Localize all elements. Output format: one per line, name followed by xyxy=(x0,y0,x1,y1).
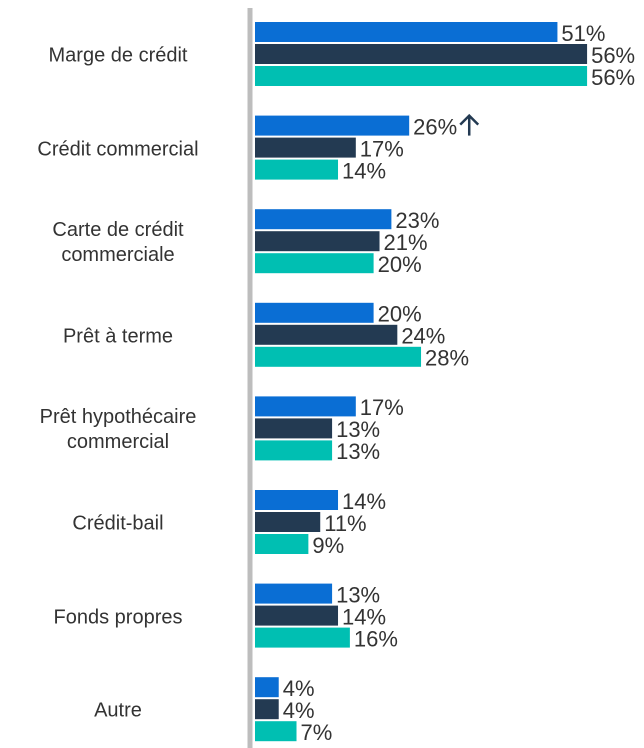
category-label: Fonds propres xyxy=(53,606,183,629)
value-label: 13% xyxy=(336,439,380,464)
bar xyxy=(255,66,588,86)
category-label: Marge de crédit xyxy=(48,44,188,67)
up-arrow xyxy=(459,113,480,136)
bar xyxy=(255,396,356,417)
value-label: 9% xyxy=(312,533,344,558)
value-label: 4% xyxy=(283,698,315,723)
value-label: 4% xyxy=(283,676,315,701)
value-label: 26% xyxy=(413,114,457,139)
value-label: 14% xyxy=(342,158,386,183)
value-label: 56% xyxy=(591,65,635,90)
bar xyxy=(255,677,279,698)
bar xyxy=(255,490,339,510)
value-label: 56% xyxy=(591,43,635,68)
value-label: 7% xyxy=(301,720,333,745)
bar xyxy=(255,418,333,439)
bar xyxy=(255,721,297,742)
value-label: 23% xyxy=(395,208,439,233)
value-label: 20% xyxy=(378,302,422,327)
category-label: Autre xyxy=(94,699,142,722)
value-label: 14% xyxy=(342,489,386,514)
category-label: Carte de crédit commerciale xyxy=(52,219,184,267)
category-label: Crédit commercial xyxy=(37,138,199,161)
value-label: 28% xyxy=(425,346,469,371)
value-label: 11% xyxy=(324,511,366,536)
bar xyxy=(255,605,339,626)
value-label: 14% xyxy=(342,604,386,629)
value-label: 20% xyxy=(378,252,422,277)
bar xyxy=(255,159,339,180)
value-label: 17% xyxy=(360,136,404,161)
category-label: Prêt à terme xyxy=(62,325,174,348)
bar xyxy=(255,699,279,720)
category-label: Crédit-bail xyxy=(72,512,164,535)
value-label: 24% xyxy=(401,324,445,349)
bar xyxy=(255,346,422,367)
category-label: Prêt hypothécaire commercial xyxy=(39,406,197,454)
bar xyxy=(255,534,309,554)
value-label: 21% xyxy=(384,230,428,255)
bar xyxy=(255,44,588,64)
bar xyxy=(255,627,350,648)
value-label: 51% xyxy=(561,21,605,46)
bar xyxy=(255,302,374,323)
value-label: 13% xyxy=(336,582,380,607)
bar xyxy=(255,512,321,532)
value-label: 16% xyxy=(354,626,398,651)
bar xyxy=(255,440,333,461)
bar xyxy=(255,22,558,42)
bar xyxy=(255,583,333,604)
value-label: 13% xyxy=(336,417,380,442)
bar xyxy=(255,209,392,230)
bar xyxy=(255,115,410,136)
bar xyxy=(255,324,398,345)
bar xyxy=(255,253,374,274)
bar xyxy=(255,137,356,158)
bar xyxy=(255,231,380,252)
value-label: 17% xyxy=(360,395,404,420)
